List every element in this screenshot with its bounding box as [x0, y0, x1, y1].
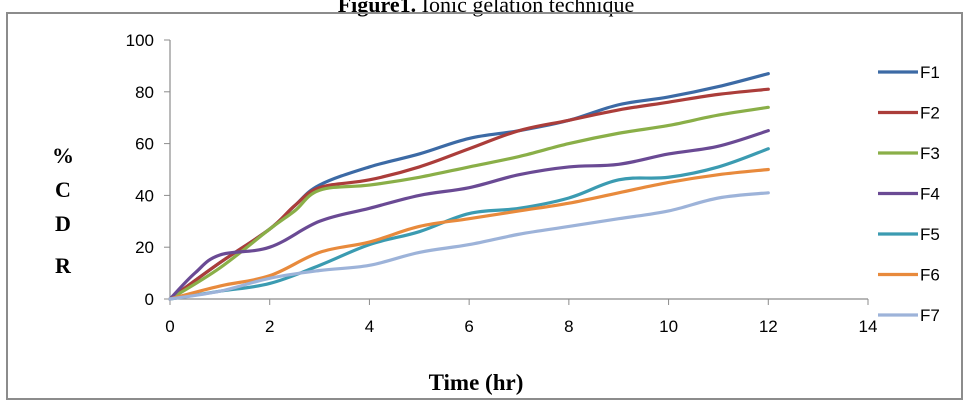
x-tick-label: 8 — [564, 317, 573, 336]
series-line-f4 — [168, 129, 770, 301]
x-tick-label: 2 — [265, 317, 274, 336]
legend-label-f7: F7 — [920, 306, 940, 325]
y-axis-label-letter: R — [55, 253, 72, 278]
y-tick-label: 0 — [145, 290, 154, 309]
chart-frame — [6, 12, 963, 400]
series-line-f6 — [168, 167, 770, 301]
x-tick-label: 10 — [659, 317, 678, 336]
x-tick-label: 12 — [759, 317, 778, 336]
legend: F1 F2 F3 F4 F5 F6 F7 — [878, 63, 940, 325]
x-tick-label: 0 — [165, 317, 174, 336]
x-tick-label: 14 — [859, 317, 878, 336]
y-axis-label-letter: % — [52, 143, 74, 168]
series-lines — [168, 72, 770, 301]
y-tick-label: 100 — [126, 31, 154, 50]
x-axis-label: Time (hr) — [429, 370, 524, 395]
y-axis-label-letter: D — [55, 211, 71, 236]
legend-label-f2: F2 — [920, 104, 940, 123]
series-line-f7 — [168, 191, 770, 301]
legend-label-f4: F4 — [920, 185, 940, 204]
x-tick-label: 6 — [464, 317, 473, 336]
legend-label-f5: F5 — [920, 225, 940, 244]
y-tick-label: 20 — [135, 238, 154, 257]
y-tick-label: 40 — [135, 186, 154, 205]
x-tick-label: 4 — [365, 317, 374, 336]
legend-label-f6: F6 — [920, 266, 940, 285]
y-tick-label: 60 — [135, 135, 154, 154]
y-axis-label-letter: C — [55, 177, 71, 202]
series-line-f2 — [168, 87, 770, 301]
legend-label-f3: F3 — [920, 144, 940, 163]
series-line-f3 — [168, 105, 770, 301]
y-axis-label: % CDR — [52, 143, 74, 278]
series-line-f5 — [168, 147, 770, 301]
axes: 0 20 40 60 80 100 0 2 4 6 8 10 12 14 — [126, 31, 878, 336]
y-tick-label: 80 — [135, 83, 154, 102]
legend-label-f1: F1 — [920, 63, 940, 82]
